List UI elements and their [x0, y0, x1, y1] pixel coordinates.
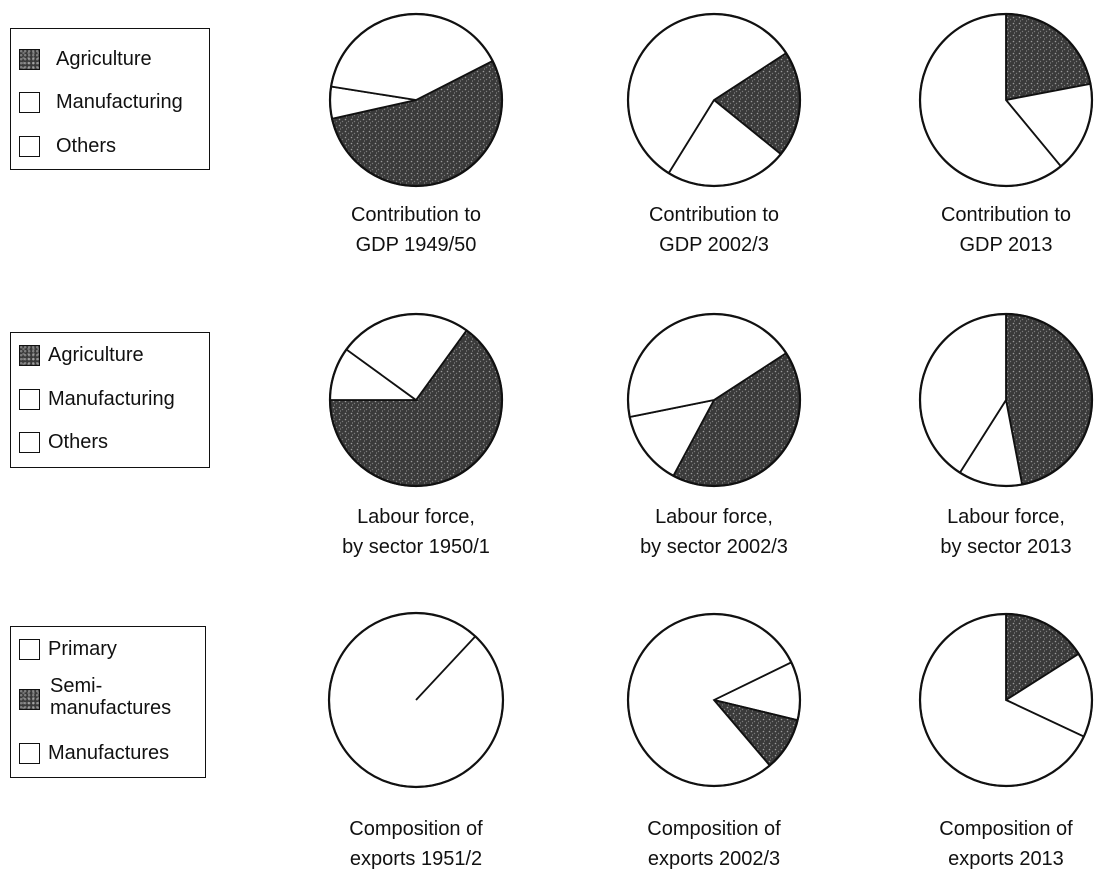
pie-outline — [918, 312, 1094, 488]
pie-caption: Labour force, by sector 2013 — [896, 502, 1094, 562]
pie-chart — [626, 312, 802, 488]
pie-caption-line: GDP 1949/50 — [355, 234, 477, 256]
legend-item-manufacturing: Manufacturing — [19, 389, 175, 410]
pie-caption: Labour force, by sector 1950/1 — [306, 502, 526, 562]
legend-label: Others — [56, 135, 117, 157]
legend-label: Semi- manufactures — [50, 675, 172, 719]
pie-caption-line: exports 2002/3 — [647, 848, 781, 870]
legend-item-others: Others — [19, 432, 108, 453]
legend-gdp: Agriculture Manufacturing Others — [10, 28, 210, 170]
pie-slice-agriculture — [1005, 313, 1093, 486]
legend-labour: Agriculture Manufacturing Others — [10, 332, 210, 468]
pie-spoke — [415, 635, 476, 701]
pie-caption-line: Contribution to — [350, 204, 482, 226]
primary-swatch-icon — [19, 639, 40, 660]
pie-caption-line: GDP 2013 — [959, 234, 1053, 256]
pie-caption-line: by sector 1950/1 — [342, 536, 490, 558]
pie-caption-line: Contribution to — [648, 204, 780, 226]
pie-caption-line: Contribution to — [940, 204, 1072, 226]
legend-label: Agriculture — [48, 344, 144, 366]
legend-item-manufacturing: Manufacturing — [19, 92, 183, 113]
legend-item-primary: Primary — [19, 639, 117, 660]
pie-chart — [918, 312, 1094, 488]
pie-caption-line: Composition of — [647, 818, 781, 840]
legend-label: Primary — [48, 638, 117, 660]
legend-label: Manufacturing — [56, 91, 183, 113]
pie-caption-line: Labour force, — [947, 506, 1065, 528]
pie-chart — [328, 12, 504, 188]
pie-chart — [918, 12, 1094, 188]
others-swatch-icon — [19, 136, 40, 157]
pie-caption-line: GDP 2002/3 — [659, 234, 769, 256]
manufactures-swatch-icon — [19, 743, 40, 764]
legend-item-agriculture: Agriculture — [19, 345, 144, 366]
pie-outline — [918, 12, 1094, 188]
legend-label: Manufactures — [48, 742, 170, 764]
pie-caption-line: Composition of — [939, 818, 1073, 840]
pie-caption: Composition of exports 1951/2 — [306, 814, 526, 874]
pie-outline — [328, 312, 504, 488]
legend-exports: Primary Semi- manufactures Manufactures — [10, 626, 206, 778]
pie-caption-line: exports 1951/2 — [349, 848, 483, 870]
pie-caption: Contribution to GDP 2013 — [896, 200, 1094, 260]
agriculture-swatch-icon — [19, 49, 40, 70]
legend-item-semi-manufactures: Semi- manufactures — [19, 675, 171, 719]
pie-outline — [626, 12, 802, 188]
pie-outline — [918, 612, 1094, 788]
pie-caption-line: exports 2013 — [948, 848, 1064, 870]
pie-outline — [327, 611, 505, 789]
legend-item-agriculture: Agriculture — [19, 49, 152, 70]
pie-chart — [327, 611, 505, 789]
pie-caption: Composition of exports 2002/3 — [604, 814, 824, 874]
agriculture-swatch-icon — [19, 345, 40, 366]
pie-caption: Contribution to GDP 1949/50 — [306, 200, 526, 260]
others-swatch-icon — [19, 432, 40, 453]
manufacturing-swatch-icon — [19, 389, 40, 410]
legend-label: Agriculture — [56, 48, 152, 70]
pie-outline — [626, 312, 802, 488]
manufacturing-swatch-icon — [19, 92, 40, 113]
legend-item-manufactures: Manufactures — [19, 743, 169, 764]
pie-caption-line: by sector 2013 — [940, 536, 1072, 558]
legend-item-others: Others — [19, 136, 116, 157]
pie-outline — [626, 612, 802, 788]
pie-caption: Contribution to GDP 2002/3 — [604, 200, 824, 260]
pie-chart — [626, 612, 802, 788]
legend-label: Others — [48, 431, 109, 453]
pie-caption-line: Labour force, — [655, 506, 773, 528]
pie-caption-line: Composition of — [349, 818, 483, 840]
pie-caption: Labour force, by sector 2002/3 — [604, 502, 824, 562]
pie-caption-line: Labour force, — [357, 506, 475, 528]
pie-chart — [328, 312, 504, 488]
legend-label: Manufacturing — [48, 388, 175, 410]
pie-chart — [918, 612, 1094, 788]
semi-manufactures-swatch-icon — [19, 689, 40, 710]
pie-caption: Composition of exports 2013 — [896, 814, 1094, 874]
pie-caption-line: by sector 2002/3 — [640, 536, 788, 558]
pie-outline — [328, 12, 504, 188]
pie-chart — [626, 12, 802, 188]
